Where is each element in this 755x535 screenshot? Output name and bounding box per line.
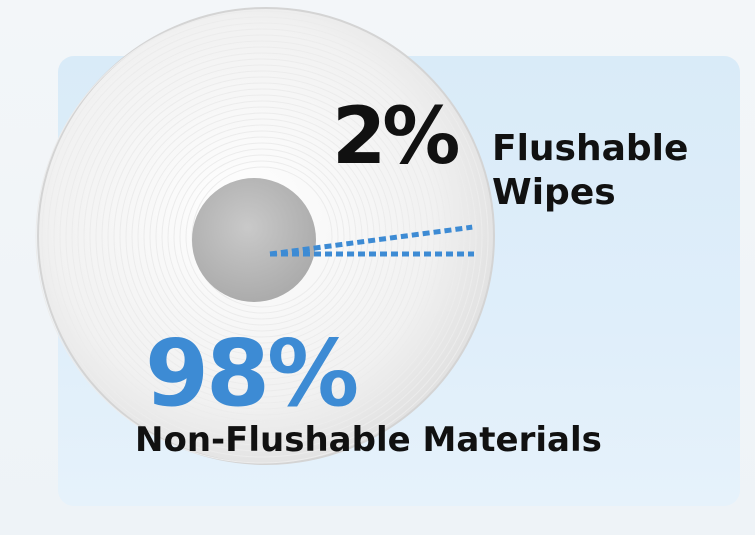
roll-ring	[161, 136, 363, 338]
roll-ring	[173, 148, 351, 326]
roll-ring	[41, 16, 483, 458]
toilet-roll	[35, 7, 495, 465]
roll-ring	[77, 52, 447, 422]
roll-ring	[149, 124, 375, 350]
non-flushable-category-label: Non-Flushable Materials	[135, 420, 602, 460]
roll-ring	[113, 88, 411, 386]
flushable-category-label: Flushable Wipes	[492, 127, 722, 215]
roll-ring	[89, 64, 435, 410]
roll-ring	[137, 112, 387, 362]
roll-ring	[125, 100, 399, 374]
roll-ring	[59, 34, 465, 440]
roll-ring	[191, 166, 333, 308]
flushable-percent-label: 2%	[332, 92, 460, 182]
slice-boundary-upper	[269, 224, 473, 257]
roll-ring	[83, 58, 441, 416]
roll-ring	[179, 154, 345, 320]
roll-ring	[53, 28, 471, 446]
roll-ring	[155, 130, 369, 344]
roll-ring	[167, 142, 357, 332]
roll-ring	[95, 70, 429, 404]
roll-ring	[71, 46, 453, 428]
roll-ring	[101, 76, 423, 398]
pie-slices	[269, 224, 474, 257]
flushable-label-line-1: Flushable	[492, 128, 689, 169]
roll-ring	[65, 40, 459, 434]
flushable-label-line-2: Wipes	[492, 172, 616, 213]
roll-core	[192, 178, 316, 302]
roll-ring	[185, 160, 339, 314]
non-flushable-percent-label: 98%	[145, 320, 359, 427]
roll-ring	[47, 22, 477, 452]
roll-rings	[35, 10, 489, 464]
roll-ring	[35, 10, 489, 464]
